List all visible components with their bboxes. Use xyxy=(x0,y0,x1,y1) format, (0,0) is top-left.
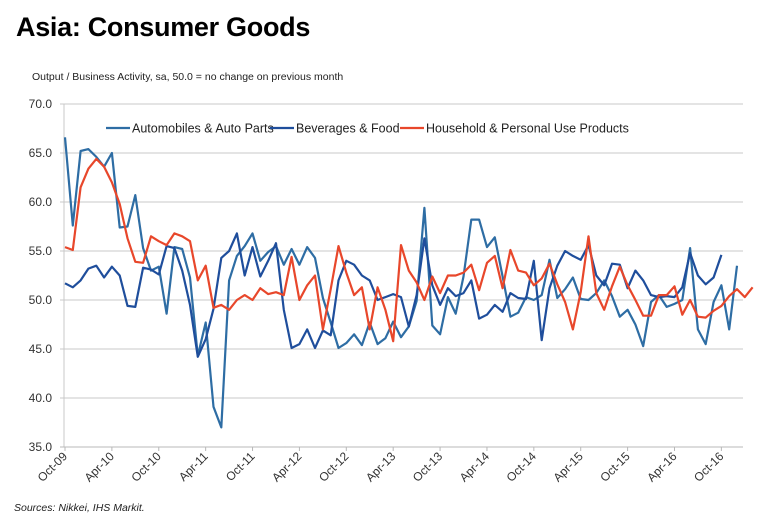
x-axis: Oct-09 Apr-10 Oct-10 Apr-11 Oct-11 Apr-12 Oct-… xyxy=(35,446,743,485)
x-tick-label: Oct-13 xyxy=(410,449,446,485)
y-tick-label: 60.0 xyxy=(29,195,53,209)
y-tick-label: 45.0 xyxy=(29,342,53,356)
x-tick-label: Apr-16 xyxy=(644,449,680,485)
x-tick-label: Apr-10 xyxy=(82,449,118,485)
y-tick-label: 35.0 xyxy=(29,440,53,454)
y-axis: 35.0 40.0 45.0 50.0 55.0 60.0 65.0 70.0 xyxy=(29,97,65,454)
source-note: Sources: Nikkei, IHS Markit. xyxy=(14,502,145,514)
y-tick-label: 40.0 xyxy=(29,391,53,405)
legend-label: Automobiles & Auto Parts xyxy=(132,122,274,136)
series-line-automobiles-auto-parts xyxy=(63,137,739,429)
series-lines xyxy=(63,137,754,429)
x-tick-label: Oct-10 xyxy=(129,449,165,485)
x-tick-label: Oct-11 xyxy=(223,449,258,484)
x-tick-label: Apr-14 xyxy=(457,449,493,485)
y-tick-label: 55.0 xyxy=(29,244,53,258)
y-tick-label: 50.0 xyxy=(29,293,53,307)
legend-label: Household & Personal Use Products xyxy=(426,122,629,136)
x-tick-label: Oct-15 xyxy=(597,449,633,485)
x-tick-label: Apr-12 xyxy=(269,449,305,485)
chart-subtitle: Output / Business Activity, sa, 50.0 = n… xyxy=(32,71,344,83)
x-tick-label: Oct-09 xyxy=(35,449,71,485)
legend: Automobiles & Auto Parts Beverages & Food… xyxy=(106,122,629,136)
x-tick-label: Oct-12 xyxy=(316,449,352,485)
x-tick-label: Apr-11 xyxy=(176,449,211,484)
legend-label: Beverages & Food xyxy=(296,122,400,136)
y-tick-label: 70.0 xyxy=(29,97,53,111)
series-line-beverages-food xyxy=(64,232,723,358)
chart-title: Asia: Consumer Goods xyxy=(16,12,311,42)
gridlines xyxy=(60,103,743,399)
x-tick-label: Apr-13 xyxy=(363,449,399,485)
y-tick-label: 65.0 xyxy=(29,146,53,160)
x-tick-label: Oct-16 xyxy=(691,449,727,485)
series-line-household-personal-use-products xyxy=(64,157,754,343)
x-tick-label: Apr-15 xyxy=(550,449,586,485)
x-tick-label: Oct-14 xyxy=(504,449,540,485)
